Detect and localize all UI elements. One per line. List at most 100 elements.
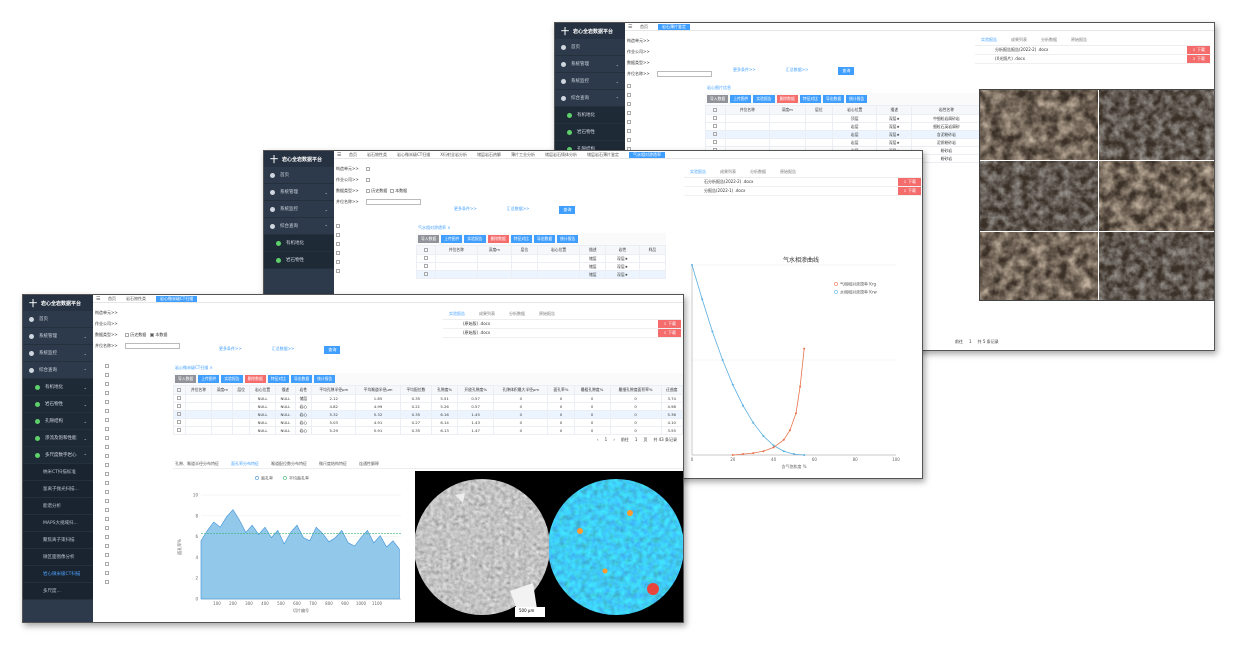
tree-checkbox[interactable] (105, 381, 109, 386)
table-row[interactable]: NULL NULL 岩心 4.82 4.99 0.21 5.26 0.57 0 0 0 0 4.98 (173, 402, 683, 411)
row-checkbox[interactable] (416, 270, 436, 279)
tab-raw[interactable]: 原始报告 (539, 311, 555, 316)
column-header[interactable]: 井位名称 (434, 245, 478, 255)
table-row[interactable]: NULL NULL 岩心 5.32 5.32 0.35 6.16 1.45 0 0 0 0 5.36 (173, 410, 683, 419)
column-header[interactable]: 岩心位置 (248, 385, 277, 395)
tab-rock[interactable]: 岩石物性类 (126, 295, 146, 301)
row-checkbox[interactable] (173, 394, 186, 403)
tab-coordination[interactable]: 喉道配位数分布特征 (271, 461, 307, 466)
tree-checkbox[interactable] (105, 489, 109, 494)
compare-button[interactable]: 特征对比 (510, 235, 532, 243)
more-conditions-link[interactable]: 更多条件>> (219, 346, 242, 351)
tab-raw[interactable]: 原始报告 (780, 169, 796, 174)
upload-button[interactable]: 上传图件 (730, 95, 752, 103)
prev-page-button[interactable]: ‹ (597, 437, 599, 442)
import-button[interactable]: 导入数据 (175, 375, 197, 383)
column-header[interactable]: 迂曲度 (660, 385, 683, 395)
nav-rock[interactable]: 岩石物性 ⌄ (23, 396, 93, 413)
stat-button[interactable]: 统计报告 (557, 235, 579, 243)
download-button[interactable]: ⇩ 下载 (1187, 55, 1210, 63)
nav-home[interactable]: 首页 (264, 167, 334, 184)
nav-multi[interactable]: 多尺度数字岩心 ⌃ (23, 447, 93, 464)
tab-results[interactable]: 成果列表 (479, 311, 495, 316)
query-button[interactable]: 查询 (838, 67, 855, 75)
query-button[interactable]: 查询 (324, 346, 341, 354)
tab-raw[interactable]: 原始报告 (1071, 37, 1087, 42)
tab-connectivity[interactable]: 连通性解释 (359, 461, 379, 466)
nav-rock[interactable]: 岩石物性 (264, 252, 334, 269)
well-input[interactable] (125, 342, 180, 349)
row-checkbox[interactable] (173, 418, 186, 427)
curr-radio[interactable] (150, 332, 155, 337)
download-button[interactable]: ⇩ 下载 (898, 178, 921, 186)
column-header[interactable]: 岩性 (605, 245, 640, 255)
basin-checkbox[interactable] (366, 166, 370, 171)
tree-checkbox[interactable] (105, 471, 109, 476)
area-checkbox[interactable] (366, 177, 370, 182)
nav-sub-item[interactable]: 纳米CT扫描标准 (23, 464, 93, 481)
select-all-checkbox[interactable] (416, 245, 436, 255)
nav-query[interactable]: 综合查询 ⌃ (23, 362, 93, 379)
tree-checkbox[interactable] (105, 426, 109, 431)
page-input[interactable]: 1 (969, 339, 972, 344)
menu-icon[interactable]: ☰ (628, 23, 633, 30)
column-header[interactable]: 平均孔隙半径μm (311, 385, 357, 395)
row-checkbox[interactable] (705, 138, 726, 147)
column-header[interactable]: 井位名称 (184, 385, 213, 395)
column-header[interactable]: 岩心位置 (537, 245, 581, 255)
upload-button[interactable]: 上传图件 (441, 235, 463, 243)
tree-checkbox[interactable] (627, 137, 631, 142)
nav-sub-item[interactable]: 多尺度... (23, 583, 93, 600)
nav-sub-item-active[interactable]: 岩心微米级CT扫描 (23, 566, 93, 583)
table-row[interactable]: 储层 深层★ (416, 262, 667, 271)
tree-checkbox[interactable] (105, 363, 109, 368)
column-header[interactable]: 深度m (211, 385, 234, 395)
column-header[interactable]: 岩性 (294, 385, 313, 395)
table-row[interactable]: 储层 深层★ (416, 270, 667, 279)
well-input[interactable] (657, 70, 712, 77)
column-header[interactable]: 描述 (579, 245, 607, 255)
row-checkbox[interactable] (705, 114, 726, 123)
column-header[interactable]: 最细孔隙度面积率% (609, 385, 662, 395)
tree-checkbox[interactable] (105, 534, 109, 539)
row-checkbox[interactable] (173, 402, 186, 411)
download-button[interactable]: ⇩ 下载 (658, 329, 681, 337)
column-header[interactable]: 样品 (638, 245, 667, 255)
nav-seepage[interactable]: 渗流及饱和性能 ⌄ (23, 430, 93, 447)
tab-thin[interactable]: 薄片工业分析 (511, 151, 535, 157)
row-checkbox[interactable] (173, 426, 186, 435)
nav-sub-item[interactable]: 微区面图像分析 (23, 549, 93, 566)
nav-well[interactable]: 有机地化 ⌄ (23, 379, 93, 396)
tab-rock[interactable]: 岩石物性类 (367, 151, 387, 157)
report-button[interactable]: 实验报告 (464, 235, 486, 243)
nav-home[interactable]: 首页 (555, 39, 625, 56)
row-checkbox[interactable] (705, 122, 726, 131)
tree-checkbox[interactable] (105, 444, 109, 449)
hist-radio[interactable] (366, 188, 370, 193)
import-button[interactable]: 导入数据 (418, 235, 440, 243)
download-button[interactable]: ⇩ 下载 (1187, 46, 1210, 54)
tree-checkbox[interactable] (336, 241, 340, 246)
column-header[interactable]: 深度m (768, 105, 806, 115)
delete-button[interactable]: 删除数据 (776, 95, 798, 103)
column-header[interactable]: 平均喉道半径μm (355, 385, 401, 395)
column-header[interactable]: 开放孔隙度% (457, 385, 495, 395)
tree-checkbox[interactable] (627, 83, 631, 88)
sample-tag[interactable]: 气水相对渗透率 × (418, 225, 451, 230)
page-number[interactable]: 1 (604, 437, 608, 442)
tree-checkbox[interactable] (105, 543, 109, 548)
export-button[interactable]: 导出数据 (822, 95, 845, 103)
tree-checkbox[interactable] (105, 408, 109, 413)
tab-home[interactable]: 首页 (640, 23, 648, 29)
tree-checkbox[interactable] (105, 561, 109, 566)
column-header[interactable]: 平均配位数 (399, 385, 433, 395)
nav-home[interactable]: 首页 (23, 311, 93, 328)
column-header[interactable]: 描述 (275, 385, 296, 395)
nav-sub-item[interactable]: MAPS大视域扫... (23, 515, 93, 532)
table-row[interactable]: 储层 深层★ (416, 254, 667, 263)
column-header[interactable]: 层位 (510, 245, 539, 255)
tree-checkbox[interactable] (336, 250, 340, 255)
download-button[interactable]: ⇩ 下载 (658, 320, 681, 328)
menu-icon[interactable]: ☰ (337, 151, 342, 158)
tree-checkbox[interactable] (627, 119, 631, 124)
